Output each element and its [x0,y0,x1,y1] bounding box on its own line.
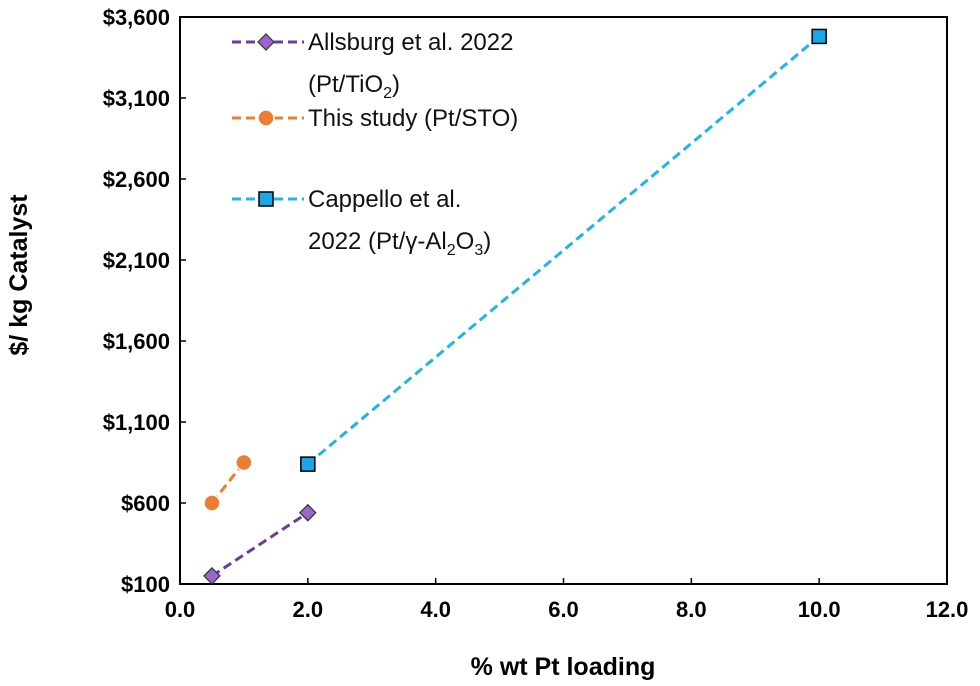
series-layer [203,28,827,585]
x-tick-label: 4.0 [420,597,451,622]
legend-subscript: 3 [474,242,483,259]
legend-text-part: ) [483,228,491,255]
plot-area [179,16,948,585]
legend-label: Cappello et al. [308,186,461,213]
x-axis-ticks: 0.0 2.0 4.0 6.0 8.0 10.0 12.0 [165,578,969,622]
data-point-square [811,28,827,45]
y-tick-label: $2,100 [103,248,170,273]
y-axis-title: $/ kg Catalyst [5,194,33,356]
data-point-diamond [203,567,221,585]
data-point-square [258,191,274,207]
y-tick-label: $600 [121,491,170,516]
y-tick-label: $3,600 [103,5,170,30]
legend-text-part: 2022 (Pt/γ-Al [308,228,447,255]
legend-text-part: Allsburg et al. 2022 [308,29,513,56]
x-tick-label: 0.0 [165,597,196,622]
y-tick-label: $1,600 [103,329,170,354]
data-point-circle [203,494,221,512]
data-point-circle [257,109,275,127]
legend-subscript: 2 [447,242,456,259]
legend-text-part: (Pt/TiO [308,71,383,98]
legend-text-part: Cappello et al. [308,186,461,213]
legend-subscript: 2 [383,85,392,102]
legend-entry-2: Cappello et al. 2022 (Pt/γ-Al2O3) [232,186,491,259]
legend-text-part: O [456,228,475,255]
x-tick-label: 12.0 [926,597,969,622]
legend-label: This study (Pt/STO) [308,105,518,132]
x-axis-title: % wt Pt loading [471,653,656,681]
legend-label: 2022 (Pt/γ-Al2O3) [308,228,491,259]
legend-text-part: This study (Pt/STO) [308,105,518,132]
legend-label: Allsburg et al. 2022 [308,29,513,56]
x-tick-label: 10.0 [798,597,841,622]
y-axis-ticks: $100 $600 $1,100 $1,600 $2,100 $2,600 $3,100 $3… [103,5,186,597]
data-point-square [300,456,316,472]
y-tick-label: $100 [121,572,170,597]
y-tick-label: $3,100 [103,86,170,111]
data-point-diamond [257,33,275,51]
y-tick-label: $1,100 [103,410,170,435]
y-tick-label: $2,600 [103,167,170,192]
series-2 [300,28,827,472]
series-line [211,511,309,578]
x-tick-label: 8.0 [676,597,707,622]
legend-entry-0: Allsburg et al. 2022 (Pt/TiO2) [232,29,513,102]
legend-label: (Pt/TiO2) [308,71,400,102]
legend-entry-1: This study (Pt/STO) [232,105,518,132]
data-point-diamond [298,503,317,522]
x-tick-label: 2.0 [293,597,324,622]
data-point-circle [235,453,253,472]
series-1 [203,453,253,512]
legend-text-part: ) [392,71,400,98]
series-0 [203,503,317,585]
x-tick-label: 6.0 [548,597,579,622]
legend: Allsburg et al. 2022(Pt/TiO2)This study … [232,29,518,259]
